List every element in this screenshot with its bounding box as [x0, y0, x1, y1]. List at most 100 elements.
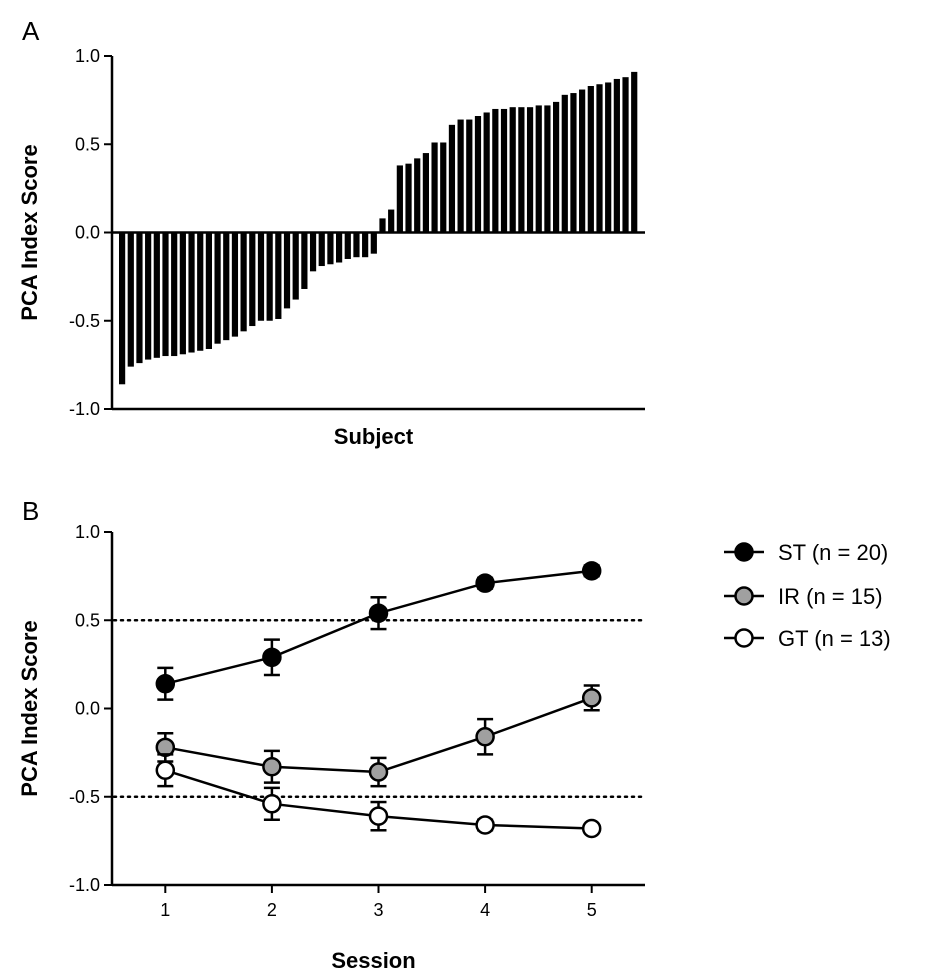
bar: [570, 93, 577, 233]
bar: [336, 232, 343, 263]
bar: [422, 153, 429, 233]
bar: [283, 232, 291, 309]
panel-b-line-chart: -1.0 -0.5 0.0 0.5 1.0 1 2 3 4 5 Session PCA Index S…: [17, 522, 647, 973]
y-tick-label: 1.0: [75, 522, 100, 542]
data-point: [262, 647, 282, 668]
bar: [518, 107, 525, 233]
bar: [596, 84, 603, 233]
data-point: [368, 762, 389, 782]
bar: [153, 232, 160, 358]
bar: [622, 77, 629, 233]
data-point: [368, 603, 389, 623]
bar: [631, 71, 638, 233]
panel-a-bar-chart: -1.0 -0.5 0.0 0.5 1.0 Subject PCA Index Score: [17, 46, 645, 449]
y-tick-label: 1.0: [75, 46, 100, 66]
y-tick-label: 0.5: [75, 134, 100, 154]
bar: [613, 78, 620, 233]
bar: [561, 94, 568, 233]
bar: [448, 124, 456, 233]
bar: [257, 232, 265, 321]
bar: [136, 232, 143, 364]
bar: [414, 158, 421, 233]
y-tick-label: 0.5: [75, 610, 100, 630]
y-tick-label: 0.0: [75, 223, 100, 243]
data-point: [581, 818, 602, 839]
bar: [301, 232, 308, 289]
x-tick-label: 4: [480, 900, 490, 920]
bar: [500, 108, 508, 233]
bar: [370, 232, 377, 254]
bar: [197, 232, 204, 351]
data-point: [475, 726, 495, 747]
data-point: [155, 674, 176, 694]
x-axis-title: Subject: [334, 424, 414, 449]
data-point: [581, 688, 602, 708]
bar: [492, 108, 499, 233]
bar: [544, 105, 551, 233]
y-tick-label: -1.0: [69, 399, 100, 419]
bar: [179, 232, 186, 355]
bar: [188, 232, 195, 353]
data-point: [581, 561, 602, 581]
bar: [440, 142, 447, 233]
series-3: [155, 753, 602, 839]
bar: [379, 218, 386, 233]
data-point: [262, 756, 282, 777]
bar: [249, 232, 256, 327]
legend-item: GT (n = 13): [724, 626, 891, 651]
y-axis-title: PCA Index Score: [17, 144, 42, 320]
y-axis-title: PCA Index Score: [17, 620, 42, 796]
bar: [327, 232, 334, 265]
bar: [457, 119, 464, 233]
x-tick-label: 5: [587, 900, 597, 920]
bar: [231, 232, 239, 337]
panel-b-letter: B: [22, 496, 39, 526]
data-point: [262, 794, 282, 814]
panel-a-letter: A: [22, 16, 40, 46]
bar: [388, 209, 395, 233]
legend-item: IR (n = 15): [724, 584, 883, 609]
legend-label: GT (n = 13): [778, 626, 891, 651]
bar: [145, 232, 152, 360]
bar: [553, 101, 560, 233]
series-1: [155, 561, 602, 701]
bar: [223, 232, 230, 341]
x-tick-label: 2: [267, 900, 277, 920]
bar: [171, 232, 178, 357]
legend-label: ST (n = 20): [778, 540, 888, 565]
legend: ST (n = 20) IR (n = 15) GT (n = 13): [724, 540, 891, 651]
bar: [405, 163, 412, 233]
x-tick-label: 1: [160, 900, 170, 920]
bar: [318, 232, 325, 267]
bar: [535, 105, 542, 233]
bar: [127, 232, 134, 367]
series-2: [155, 684, 602, 788]
bar: [483, 112, 490, 233]
y-tick-label: -1.0: [69, 875, 100, 895]
bar: [605, 82, 612, 233]
legend-marker: [734, 628, 754, 648]
bar: [474, 116, 482, 233]
bar: [431, 142, 438, 233]
bar: [309, 232, 317, 272]
bar: [119, 232, 126, 385]
bar: [205, 232, 212, 349]
legend-item: ST (n = 20): [724, 540, 888, 565]
bar: [292, 232, 299, 300]
legend-marker: [734, 542, 754, 562]
bar: [275, 232, 282, 319]
data-point: [368, 806, 389, 826]
legend-label: IR (n = 15): [778, 584, 883, 609]
bar: [344, 232, 351, 259]
bar: [526, 107, 534, 233]
bar: [509, 107, 516, 233]
bar: [579, 89, 586, 233]
bar: [587, 86, 594, 233]
bar: [266, 232, 273, 321]
y-tick-label: -0.5: [69, 311, 100, 331]
legend-marker: [734, 586, 754, 606]
bar: [353, 232, 360, 258]
data-point: [475, 573, 495, 593]
bar: [466, 119, 473, 233]
